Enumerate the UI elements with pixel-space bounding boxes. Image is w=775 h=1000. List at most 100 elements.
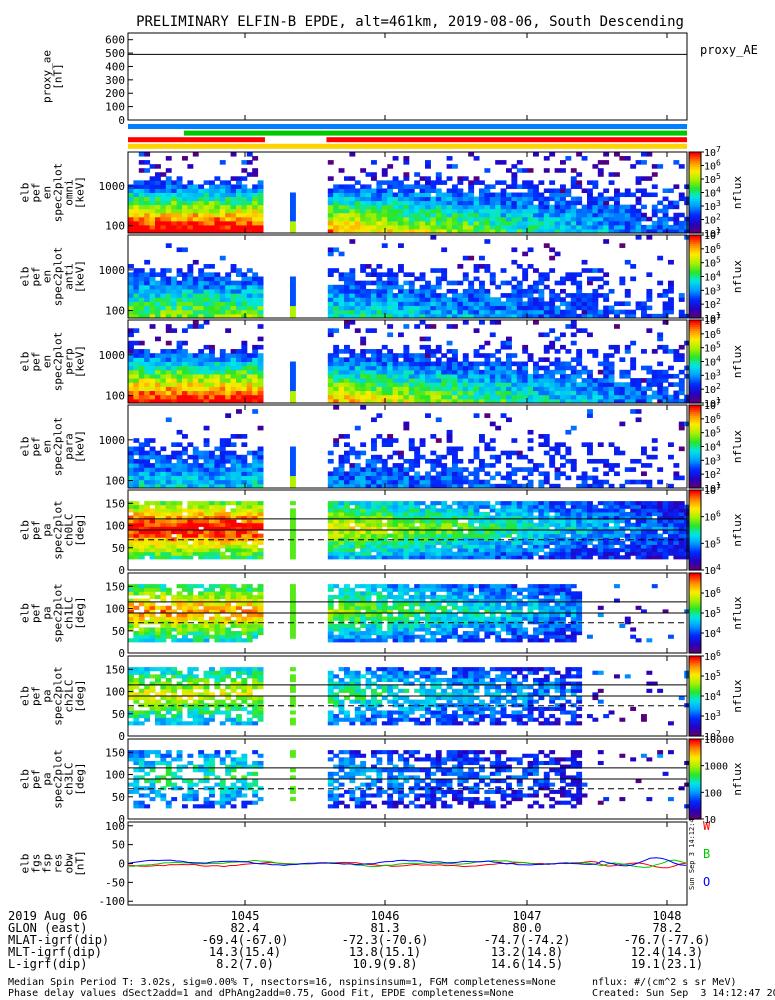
omni-cell — [257, 192, 264, 198]
omni-cell — [403, 184, 410, 189]
para-cell — [446, 446, 453, 452]
perp-cell — [344, 324, 350, 329]
perp-cell — [192, 365, 199, 371]
anti-cell — [549, 297, 556, 302]
anti-cell — [484, 293, 491, 298]
perp-cell — [354, 328, 361, 333]
ch0LC-cell — [435, 511, 442, 517]
para-cell — [446, 475, 453, 481]
ch0LC-cell — [176, 533, 183, 538]
para-cell — [641, 446, 647, 452]
perp-cell — [522, 382, 529, 387]
omni-cell — [495, 220, 502, 226]
anti-cell — [387, 276, 394, 282]
perp-colorbar-step — [689, 396, 701, 400]
omni-cell — [365, 204, 372, 210]
perp-cell — [414, 390, 421, 396]
anti-cell — [516, 301, 523, 307]
perp-cell — [511, 382, 518, 387]
ch0LC-cell — [403, 548, 410, 553]
anti-cell — [360, 301, 367, 307]
anti-cell — [408, 297, 415, 302]
ch0LC-cell — [252, 544, 259, 549]
perp-cell — [473, 328, 480, 333]
omni-cell — [516, 228, 523, 234]
ch0LC-cell — [171, 544, 178, 549]
perp-cell — [430, 365, 437, 371]
omni-cell — [516, 200, 523, 206]
ch0LC-cell — [495, 540, 502, 545]
omni-cell — [371, 188, 377, 193]
anti-cell — [333, 301, 340, 307]
ch0LC-cell — [473, 508, 480, 513]
para-cell — [506, 417, 512, 423]
ch0LC-cell — [408, 544, 415, 549]
anti-cell — [160, 268, 167, 273]
perp-cell — [678, 390, 685, 396]
perp-cell — [630, 340, 637, 346]
anti-cell — [570, 305, 577, 311]
perp-heatmap — [128, 320, 691, 404]
perp-cell — [338, 349, 345, 354]
perp-cell — [209, 382, 215, 387]
para-cell — [365, 471, 372, 477]
perp-cell — [225, 382, 232, 387]
anti-cell — [403, 280, 410, 286]
perp-cell — [614, 398, 620, 404]
omni-cell — [543, 208, 550, 214]
ch0LC-cell — [176, 548, 183, 553]
anti-cell — [241, 309, 248, 315]
anti-cell — [376, 280, 383, 286]
anti-cell — [398, 243, 404, 248]
para-cell — [225, 450, 232, 456]
perp-cell — [435, 394, 442, 400]
para-cell — [646, 479, 653, 485]
perp-cell — [203, 344, 210, 350]
perp-cell — [225, 390, 232, 396]
ch0LC-cell — [425, 508, 431, 513]
ch0LC-cell — [354, 511, 361, 517]
ch0LC-cell — [155, 519, 161, 524]
para-cell — [425, 413, 431, 418]
perp-cell — [236, 369, 242, 375]
ch0LC-cell — [446, 504, 453, 509]
ch0LC-cell — [398, 533, 404, 538]
ch0LC-cell — [376, 530, 383, 535]
ch0LC-cell — [403, 519, 410, 524]
omni-cell — [182, 212, 188, 218]
anti-cell — [403, 293, 410, 298]
para-cell — [133, 467, 140, 472]
perp-cell — [133, 390, 140, 396]
omni-cell — [376, 212, 383, 218]
anti-cell — [619, 301, 626, 307]
anti-cell — [182, 293, 188, 298]
perp-cell — [473, 353, 480, 358]
omni-cell — [441, 192, 448, 198]
omni-cell — [468, 208, 475, 214]
omni-cell — [403, 156, 410, 161]
perp-cell — [165, 373, 172, 379]
para-cell — [225, 471, 232, 477]
proxy_ae-ylabel-1: [nT] — [52, 63, 65, 90]
omni-cell — [479, 216, 485, 222]
para-cell — [171, 467, 178, 472]
omni-cell — [344, 192, 350, 198]
perp-cell — [387, 353, 394, 358]
ch0LC-cell — [462, 555, 469, 560]
anti-cell — [327, 293, 334, 298]
ch0LC-cell — [376, 501, 383, 506]
omni-cell — [543, 216, 550, 222]
omni-cell — [203, 204, 210, 210]
anti-cell — [408, 272, 415, 277]
perp-cell — [462, 361, 469, 367]
ch0LC-cell — [133, 537, 140, 542]
omni-cell — [495, 204, 502, 210]
omni-cell — [587, 200, 593, 206]
omni-cell — [473, 220, 480, 226]
perp-cell — [333, 328, 340, 333]
omni-cell — [624, 220, 631, 226]
ch0LC-cell — [333, 511, 340, 517]
para-cell — [673, 463, 680, 468]
anti-cell — [484, 264, 491, 269]
omni-cell — [138, 216, 145, 222]
